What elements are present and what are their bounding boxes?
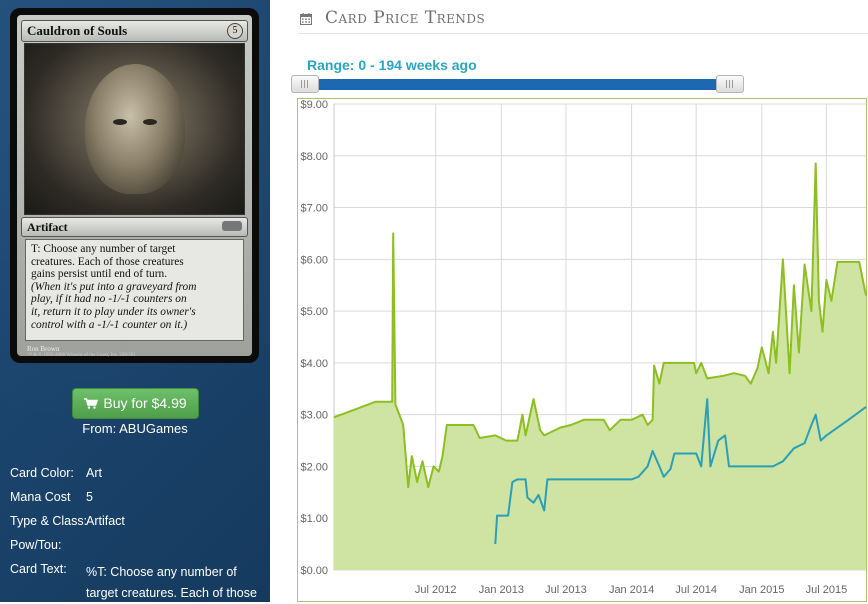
x-tick-label: Jan 2013 [479,584,524,596]
art-eye-left [113,119,127,125]
detail-label: Type & Class: [10,514,88,528]
detail-label: Pow/Tou: [10,538,62,552]
detail-row-color: Card Color: Art [10,464,265,488]
card-details: Card Color: Art Mana Cost 5 Type & Class… [10,464,265,600]
detail-row-mana-cost: Mana Cost 5 [10,488,265,512]
x-tick-label: Jul 2012 [415,584,457,596]
detail-row-card-text: Card Text: %T: Choose any number of targ… [10,560,265,600]
price-chart: $0.00 $1.00 $2.00 $3.00 $4.00 $5.00 $6.00 $7.00… [300,99,867,596]
y-tick-label: $5.00 [300,306,328,318]
card-rules-text: T: Choose any number of target creatures… [25,239,244,341]
x-tick-label: Jan 2014 [609,584,654,596]
y-tick-label: $6.00 [300,254,328,266]
x-tick-label: Jan 2015 [739,584,784,596]
card-frame: Cauldron of Souls 5 Artifact T: Choose a… [17,15,252,358]
reminder-line: control with a -1/-1 counter on it.) [31,318,188,331]
range-slider-handle-end[interactable] [716,75,744,93]
detail-row-type: Type & Class: Artifact [10,512,265,536]
y-tick-label: $1.00 [300,513,328,525]
series-line-1 [494,398,867,545]
rules-line: T: Choose any number of target [31,243,176,255]
art-eye-right [143,119,157,125]
detail-label: Card Text: [10,562,67,576]
card-title-bar: Cauldron of Souls 5 [21,20,248,42]
card-image: Cauldron of Souls 5 Artifact T: Choose a… [10,8,259,363]
reminder-line: (When it's put into a graveyard from [31,280,197,293]
seller-label: From: ABUGames [82,421,188,436]
range-label: Range: 0 - 194 weeks ago [307,57,477,73]
rules-line: creatures. Each of those creatures [31,255,184,268]
art-face [85,64,185,194]
set-symbol-icon [222,221,242,231]
x-tick-label: Jul 2014 [675,584,717,596]
reminder-line: it, return it to play under its owner's [31,305,196,318]
detail-value: 5 [86,490,93,504]
buy-button-label: Buy for $4.99 [103,395,187,411]
detail-label: Mana Cost [10,490,71,504]
detail-value: %T: Choose any number of target creature… [86,565,257,600]
card-art [24,43,245,215]
card-artist: Ron Brown [27,345,60,353]
card-type-bar: Artifact [21,217,248,237]
x-tick-label: Jul 2015 [806,584,848,596]
range-slider-handle-start[interactable] [291,75,319,93]
calendar-icon [300,13,312,25]
y-tick-label: $8.00 [300,151,328,163]
detail-label: Card Color: [10,466,74,480]
y-tick-label: $9.00 [300,99,328,111]
detail-value: Art [86,466,102,480]
x-tick-label: Jul 2013 [545,584,587,596]
card-copyright: ™ & © 1993-2008 Wizards of the Coast, In… [27,353,136,358]
sidebar: Cauldron of Souls 5 Artifact T: Choose a… [0,0,270,602]
series-line-0 [333,162,867,489]
series-area-0 [334,163,866,570]
shopping-cart-icon [84,398,99,409]
reminder-line: play, if it had no -1/-1 counters on [31,293,187,306]
y-tick-label: $4.00 [300,358,328,370]
detail-value: Artifact [86,514,125,528]
rules-line: gains persist until end of turn. [31,268,168,281]
page-title: Card Price Trends [325,8,486,28]
y-tick-label: $0.00 [300,565,328,577]
buy-button[interactable]: Buy for $4.99 [72,388,199,419]
title-divider [298,33,868,34]
range-slider-track[interactable] [300,79,740,90]
y-tick-label: $3.00 [300,410,328,422]
y-tick-label: $7.00 [300,203,328,215]
card-name: Cauldron of Souls [27,23,128,38]
detail-row-pow-tou: Pow/Tou: [10,536,265,560]
card-type-line: Artifact [27,220,68,234]
mana-cost-symbol: 5 [227,23,243,39]
y-tick-label: $2.00 [300,461,328,473]
